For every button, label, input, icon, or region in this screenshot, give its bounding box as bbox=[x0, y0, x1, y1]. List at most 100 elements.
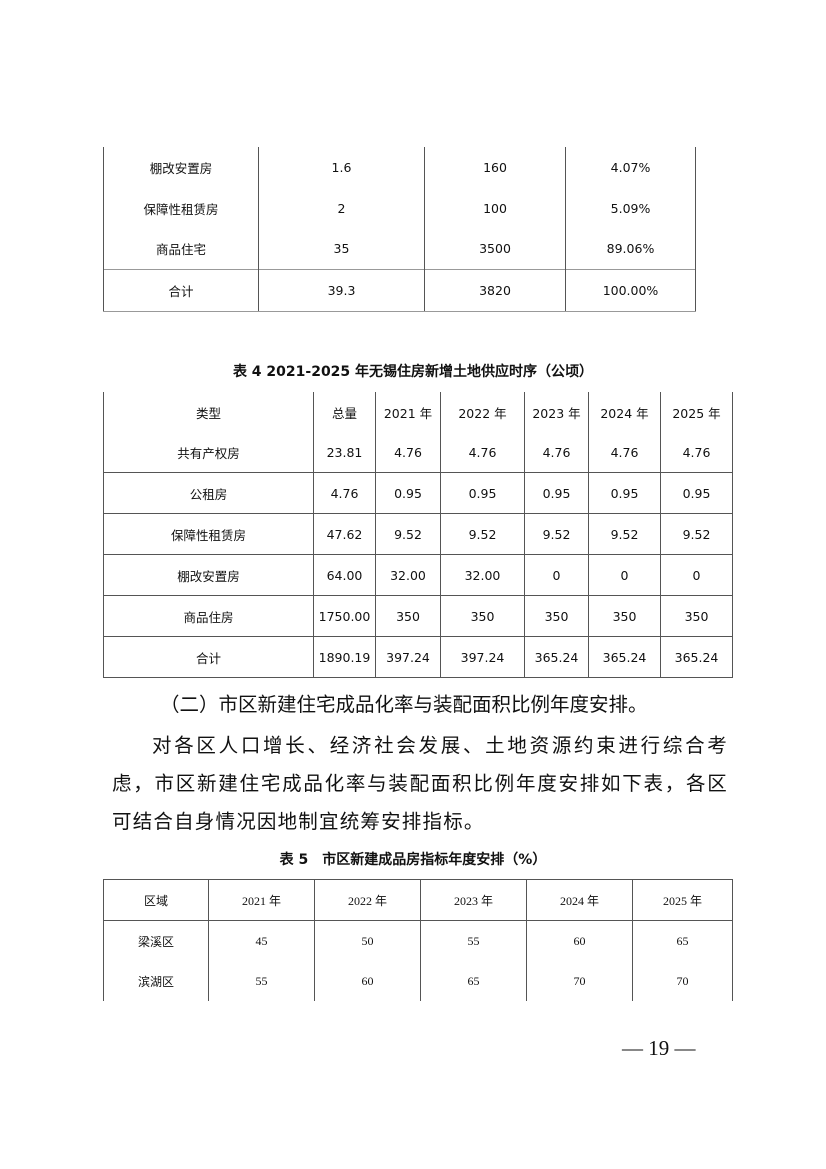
table-cell: 70 bbox=[526, 961, 633, 1001]
table-cell: 保障性租赁房 bbox=[103, 187, 259, 229]
table-cell: 32.00 bbox=[375, 554, 441, 596]
table-cell: 4.76 bbox=[660, 432, 733, 473]
table-cell: 2022 年 bbox=[314, 879, 421, 921]
table-row: 滨湖区 55 60 65 70 70 bbox=[103, 961, 733, 1001]
table-cell: 160 bbox=[424, 147, 566, 188]
table-row: 共有产权房 23.81 4.76 4.76 4.76 4.76 4.76 bbox=[103, 432, 733, 473]
table-cell: 50 bbox=[314, 920, 421, 961]
table-cell: 60 bbox=[314, 961, 421, 1001]
table-cell: 32.00 bbox=[440, 554, 525, 596]
table-cell: 350 bbox=[524, 595, 589, 637]
table-cell: 区域 bbox=[103, 879, 209, 921]
table-cell: 397.24 bbox=[440, 636, 525, 678]
table-cell: 商品住房 bbox=[103, 595, 314, 637]
table-row: 合计 1890.19 397.24 397.24 365.24 365.24 365.24 bbox=[103, 636, 733, 678]
table-cell: 3500 bbox=[424, 228, 566, 270]
table-cell: 梁溪区 bbox=[103, 920, 209, 961]
page-number: — 19 — bbox=[622, 1036, 696, 1060]
table-cell: 1750.00 bbox=[313, 595, 376, 637]
table-cell: 9.52 bbox=[375, 513, 441, 555]
table-cell: 0.95 bbox=[375, 472, 441, 514]
table-cell: 397.24 bbox=[375, 636, 441, 678]
table-cell: 89.06% bbox=[565, 228, 696, 270]
table-row: 合计 39.3 3820 100.00% bbox=[103, 269, 696, 312]
table-row: 梁溪区 45 50 55 60 65 bbox=[103, 920, 733, 961]
section-paragraph: 对各区人口增长、经济社会发展、土地资源约束进行综合考虑，市区新建住宅成品化率与装… bbox=[112, 734, 728, 833]
table-cell: 9.52 bbox=[440, 513, 525, 555]
table-row: 公租房 4.76 0.95 0.95 0.95 0.95 0.95 bbox=[103, 472, 733, 514]
table-cell: 65 bbox=[420, 961, 527, 1001]
table-row: 区域 2021 年 2022 年 2023 年 2024 年 2025 年 bbox=[103, 879, 733, 921]
table-cell: 1890.19 bbox=[313, 636, 376, 678]
table-cell: 350 bbox=[588, 595, 661, 637]
table5-caption: 表 5 市区新建成品房指标年度安排（%） bbox=[279, 852, 547, 868]
table-cell: 2021 年 bbox=[375, 392, 441, 432]
table-cell: 2024 年 bbox=[526, 879, 633, 921]
table-cell: 2023 年 bbox=[420, 879, 527, 921]
table-cell: 45 bbox=[208, 920, 315, 961]
table-cell: 9.52 bbox=[660, 513, 733, 555]
table-cell: 0.95 bbox=[660, 472, 733, 514]
table-cell: 365.24 bbox=[660, 636, 733, 678]
table-cell: 2024 年 bbox=[588, 392, 661, 432]
table-row: 保障性租赁房 2 100 5.09% bbox=[103, 187, 696, 229]
table-row: 商品住宅 35 3500 89.06% bbox=[103, 228, 696, 270]
table4: 类型 总量 2021 年 2022 年 2023 年 2024 年 2025 年共有产权房 2… bbox=[103, 392, 733, 678]
table-cell: 棚改安置房 bbox=[103, 554, 314, 596]
table-cell: 60 bbox=[526, 920, 633, 961]
table-cell: 合计 bbox=[103, 636, 314, 678]
table-cell: 2025 年 bbox=[632, 879, 733, 921]
table-cell: 70 bbox=[632, 961, 733, 1001]
table-cell: 0.95 bbox=[588, 472, 661, 514]
table-cell: 9.52 bbox=[588, 513, 661, 555]
table-cell: 类型 bbox=[103, 392, 314, 432]
table-row: 棚改安置房 1.6 160 4.07% bbox=[103, 147, 696, 188]
table-cell: 0 bbox=[588, 554, 661, 596]
table-row: 商品住房 1750.00 350 350 350 350 350 bbox=[103, 595, 733, 637]
table4-caption: 表 4 2021-2025 年无锡住房新增土地供应时序（公顷） bbox=[232, 364, 594, 380]
table-cell: 55 bbox=[208, 961, 315, 1001]
table-cell: 保障性租赁房 bbox=[103, 513, 314, 555]
table-cell: 365.24 bbox=[588, 636, 661, 678]
table-cell: 35 bbox=[258, 228, 425, 270]
table-cell: 棚改安置房 bbox=[103, 147, 259, 188]
table-cell: 2023 年 bbox=[524, 392, 589, 432]
table-cell: 350 bbox=[375, 595, 441, 637]
table-cell: 公租房 bbox=[103, 472, 314, 514]
table-cell: 39.3 bbox=[258, 269, 425, 312]
table-cell: 0 bbox=[524, 554, 589, 596]
table-cell: 2021 年 bbox=[208, 879, 315, 921]
table-cell: 共有产权房 bbox=[103, 432, 314, 473]
table-cell: 4.76 bbox=[440, 432, 525, 473]
table-cell: 365.24 bbox=[524, 636, 589, 678]
table-cell: 4.76 bbox=[313, 472, 376, 514]
table-cell: 0.95 bbox=[524, 472, 589, 514]
section-heading: （二）市区新建住宅成品化率与装配面积比例年度安排。 bbox=[160, 693, 648, 716]
table-cell: 1.6 bbox=[258, 147, 425, 188]
table-cell: 9.52 bbox=[524, 513, 589, 555]
table-cell: 合计 bbox=[103, 269, 259, 312]
table-row: 保障性租赁房 47.62 9.52 9.52 9.52 9.52 9.52 bbox=[103, 513, 733, 555]
table-cell: 4.07% bbox=[565, 147, 696, 188]
table-cell: 总量 bbox=[313, 392, 376, 432]
table-cell: 4.76 bbox=[524, 432, 589, 473]
table-cell: 滨湖区 bbox=[103, 961, 209, 1001]
table3-continued: 棚改安置房 1.6 160 4.07% 保障性租赁房 2 100 5.09% 商品住宅 35 350… bbox=[103, 147, 696, 312]
table-cell: 3820 bbox=[424, 269, 566, 312]
table-cell: 23.81 bbox=[313, 432, 376, 473]
table-row: 类型 总量 2021 年 2022 年 2023 年 2024 年 2025 年 bbox=[103, 392, 733, 432]
table-cell: 100 bbox=[424, 187, 566, 229]
table-cell: 4.76 bbox=[375, 432, 441, 473]
table5: 区域 2021 年 2022 年 2023 年 2024 年 2025 年梁溪区 45 50 5… bbox=[103, 879, 733, 1001]
table-cell: 350 bbox=[440, 595, 525, 637]
table-cell: 47.62 bbox=[313, 513, 376, 555]
table-cell: 55 bbox=[420, 920, 527, 961]
table-cell: 350 bbox=[660, 595, 733, 637]
table-cell: 2025 年 bbox=[660, 392, 733, 432]
table-cell: 商品住宅 bbox=[103, 228, 259, 270]
table-cell: 100.00% bbox=[565, 269, 696, 312]
table-cell: 65 bbox=[632, 920, 733, 961]
table-cell: 0 bbox=[660, 554, 733, 596]
table-cell: 2022 年 bbox=[440, 392, 525, 432]
table-cell: 2 bbox=[258, 187, 425, 229]
